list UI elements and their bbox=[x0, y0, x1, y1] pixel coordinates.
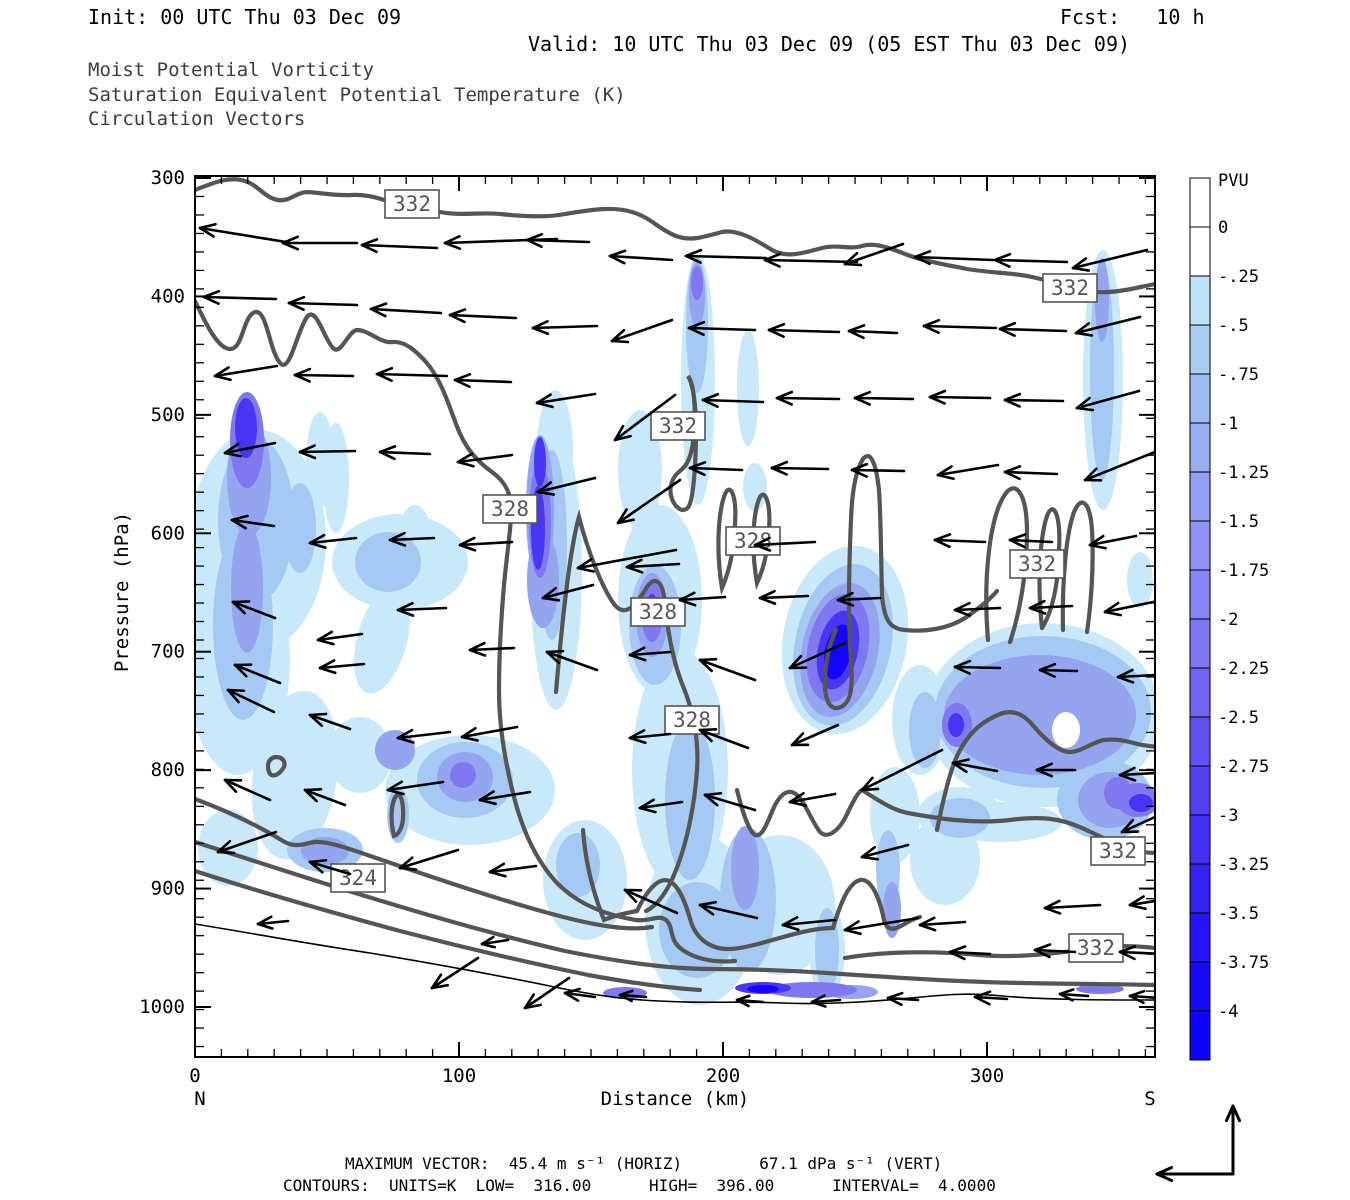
svg-text:Pressure (hPa): Pressure (hPa) bbox=[111, 512, 133, 672]
reference-vector-icon bbox=[1155, 1104, 1242, 1183]
svg-text:1000: 1000 bbox=[139, 996, 185, 1018]
svg-text:800: 800 bbox=[151, 759, 185, 781]
svg-text:-1.75: -1.75 bbox=[1218, 561, 1269, 581]
plot-title-line-3: Circulation Vectors bbox=[88, 108, 306, 130]
svg-text:700: 700 bbox=[151, 641, 185, 663]
svg-text:-2.75: -2.75 bbox=[1218, 757, 1269, 777]
svg-text:324: 324 bbox=[339, 866, 377, 890]
svg-text:-1.5: -1.5 bbox=[1218, 512, 1259, 532]
svg-text:328: 328 bbox=[673, 708, 711, 732]
svg-text:-.75: -.75 bbox=[1218, 365, 1259, 385]
svg-text:-2.25: -2.25 bbox=[1218, 659, 1269, 679]
svg-text:-.5: -.5 bbox=[1218, 316, 1249, 336]
init-time-label: Init: 00 UTC Thu 03 Dec 09 bbox=[88, 5, 402, 29]
circulation-vectors-layer bbox=[198, 222, 1155, 1010]
svg-text:332: 332 bbox=[1051, 276, 1089, 300]
plot-title-line-2: Saturation Equivalent Potential Temperat… bbox=[88, 84, 626, 106]
axes-layer bbox=[194, 175, 1156, 1058]
svg-text:-4: -4 bbox=[1218, 1002, 1238, 1022]
svg-text:Distance (km): Distance (km) bbox=[601, 1088, 750, 1110]
svg-text:332: 332 bbox=[659, 414, 697, 438]
contours-info-label: CONTOURS: UNITS=K LOW= 316.00 HIGH= 396.… bbox=[283, 1176, 996, 1195]
svg-text:S: S bbox=[1144, 1088, 1155, 1110]
svg-text:0: 0 bbox=[189, 1065, 200, 1087]
svg-text:100: 100 bbox=[442, 1065, 476, 1087]
svg-text:900: 900 bbox=[151, 878, 185, 900]
svg-text:-1.25: -1.25 bbox=[1218, 463, 1269, 483]
svg-text:500: 500 bbox=[151, 404, 185, 426]
colorbar: PVU 0 -.25 -.5 -.75 -1 -1.25 -1.5 -1.75 -2 -2.25 -2… bbox=[1189, 171, 1269, 1061]
svg-text:N: N bbox=[194, 1088, 205, 1110]
plot-title-line-1: Moist Potential Vorticity bbox=[88, 59, 374, 81]
svg-text:0: 0 bbox=[1218, 218, 1228, 238]
valid-time-label: Valid: 10 UTC Thu 03 Dec 09 (05 EST Thu … bbox=[528, 32, 1131, 56]
svg-text:332: 332 bbox=[393, 192, 431, 216]
svg-text:-3: -3 bbox=[1218, 806, 1238, 826]
svg-text:-.25: -.25 bbox=[1218, 267, 1259, 287]
svg-text:300: 300 bbox=[151, 167, 185, 189]
svg-text:332: 332 bbox=[1018, 552, 1056, 576]
svg-text:-2: -2 bbox=[1218, 610, 1238, 630]
svg-text:328: 328 bbox=[639, 600, 677, 624]
svg-text:-3.5: -3.5 bbox=[1218, 904, 1259, 924]
forecast-hour-label: Fcst: 10 h bbox=[1060, 5, 1205, 29]
svg-text:PVU: PVU bbox=[1218, 171, 1249, 191]
svg-text:200: 200 bbox=[706, 1065, 740, 1087]
svg-text:300: 300 bbox=[970, 1065, 1004, 1087]
svg-text:332: 332 bbox=[1099, 839, 1137, 863]
svg-text:332: 332 bbox=[1077, 936, 1115, 960]
svg-text:-2.5: -2.5 bbox=[1218, 708, 1259, 728]
svg-text:-3.75: -3.75 bbox=[1218, 953, 1269, 973]
axis-labels-layer: 300 400 500 600 700 800 900 1000 0 100 200 300 N S Dis… bbox=[111, 167, 1156, 1110]
svg-text:600: 600 bbox=[151, 522, 185, 544]
max-vector-label: MAXIMUM VECTOR: 45.4 m s⁻¹ (HORIZ) 67.1 … bbox=[345, 1154, 943, 1173]
svg-text:400: 400 bbox=[151, 285, 185, 307]
svg-text:-3.25: -3.25 bbox=[1218, 855, 1269, 875]
svg-text:-1: -1 bbox=[1218, 414, 1238, 434]
svg-text:328: 328 bbox=[491, 497, 529, 521]
